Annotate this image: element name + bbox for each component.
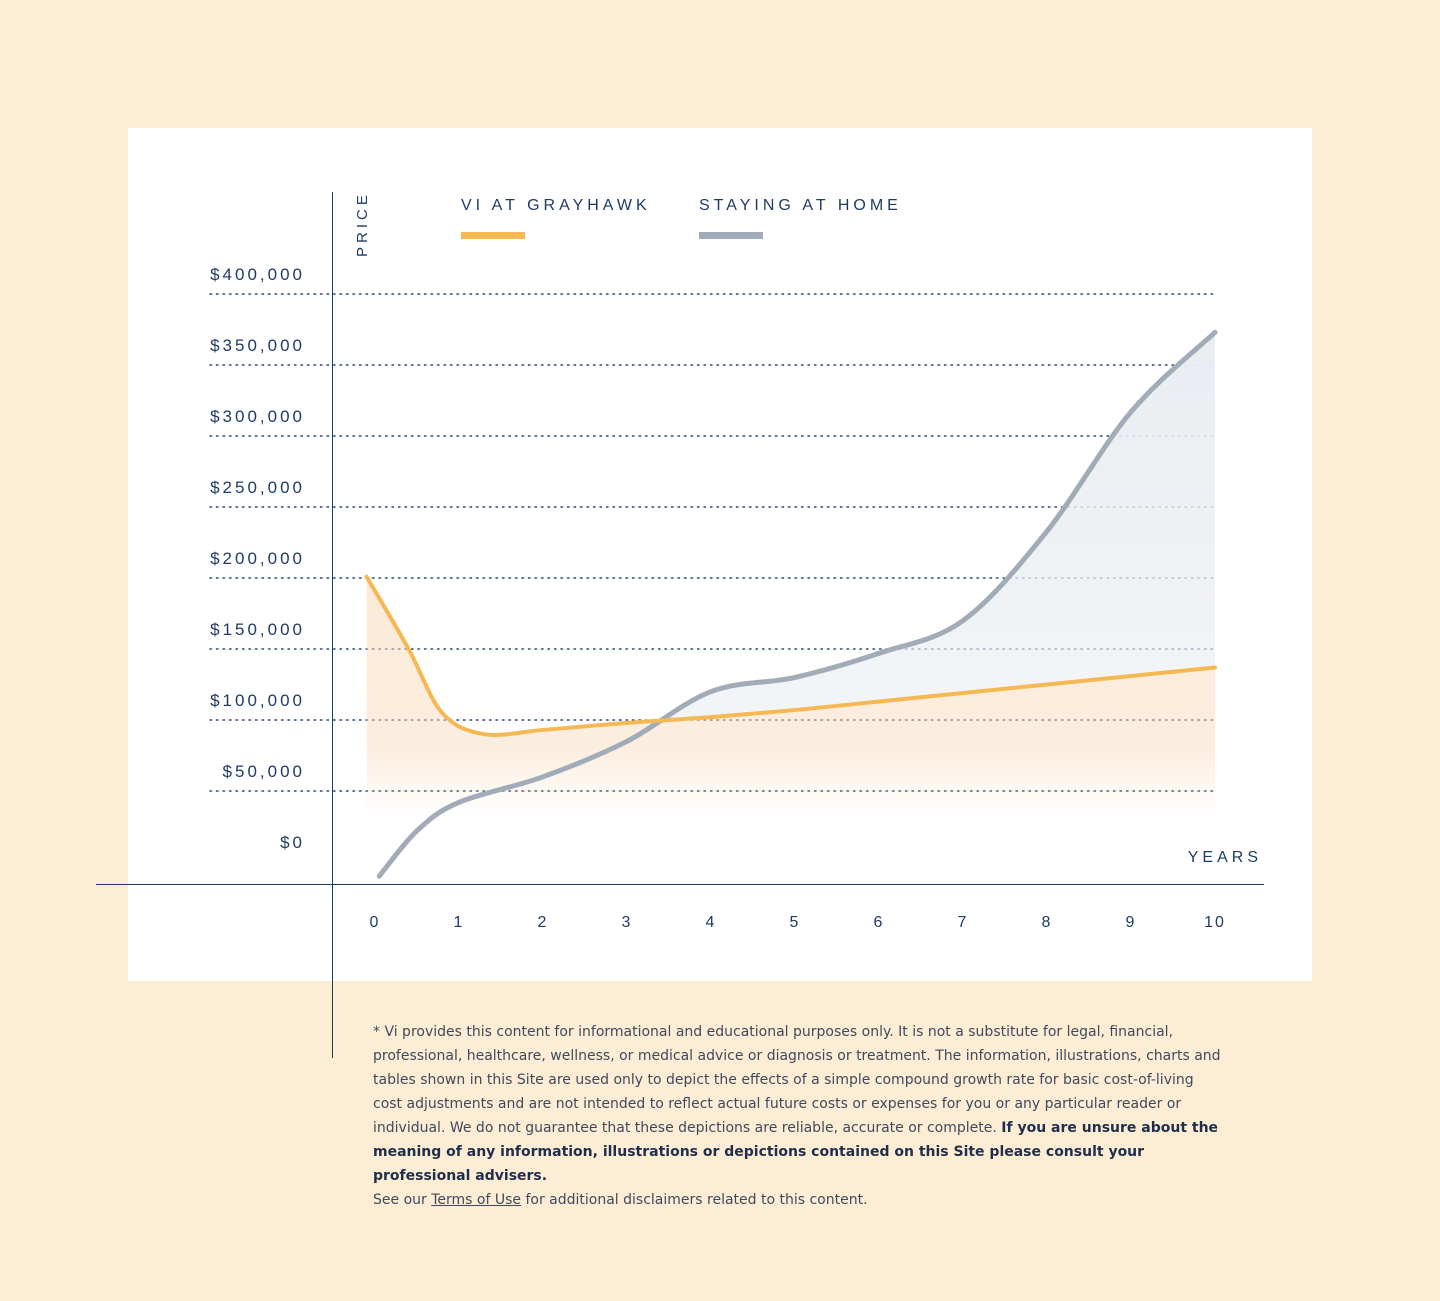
x-tick-label: 9 [1126,914,1137,931]
y-tick-label: $50,000 [223,762,305,781]
x-tick-label: 0 [370,914,381,931]
y-tick-label: $100,000 [210,691,305,710]
y-axis-title: PRICE [354,191,371,257]
x-tick-label: 7 [958,914,969,931]
y-tick-label: $150,000 [210,620,305,639]
legend-label-vi: VI AT GRAYHAWK [461,197,651,214]
y-tick-label: $400,000 [210,265,305,284]
legend-label-home: STAYING AT HOME [699,197,902,214]
disclaimer-paragraph: * Vi provides this content for informati… [373,1020,1223,1188]
x-tick-label: 10 [1204,914,1226,931]
chart-card: $400,000 $350,000 $300,000 $250,000 $200,000… [128,128,1312,981]
y-tick-label: $350,000 [210,336,305,355]
legend-swatch-vi [461,232,525,239]
legend: VI AT GRAYHAWK STAYING AT HOME [461,197,902,239]
x-tick-labels: 0 1 2 3 4 5 6 7 8 9 10 [370,914,1226,931]
terms-prefix: See our [373,1192,432,1208]
x-tick-label: 2 [538,914,549,931]
y-tick-label: $0 [280,833,305,852]
staying-at-home-area [660,332,1215,725]
legend-swatch-home [699,232,763,239]
terms-suffix: for additional disclaimers related to th… [521,1192,868,1208]
terms-of-use-link[interactable]: Terms of Use [431,1192,521,1208]
line-layer [364,329,1218,879]
x-tick-label: 4 [706,914,717,931]
x-tick-label: 1 [454,914,465,931]
price-chart: $400,000 $350,000 $300,000 $250,000 $200,000… [209,191,1262,931]
vi-at-grayhawk-area [366,576,1216,815]
y-tick-label: $250,000 [210,478,305,497]
disclaimer: * Vi provides this content for informati… [373,1020,1223,1212]
y-tick-label: $300,000 [210,407,305,426]
x-tick-label: 8 [1042,914,1053,931]
terms-line: See our Terms of Use for additional disc… [373,1188,1223,1212]
x-tick-label: 5 [790,914,801,931]
disclaimer-bold-text: If you are unsure about the meaning of a… [373,1120,1219,1184]
x-axis-title: YEARS [1188,849,1262,866]
vi-at-grayhawk-line [364,574,1217,737]
x-tick-label: 3 [622,914,633,931]
x-tick-label: 6 [874,914,885,931]
fill-layer [366,332,1216,815]
staying-at-home-line [376,329,1218,879]
y-tick-labels: $400,000 $350,000 $300,000 $250,000 $200,000… [210,265,305,852]
disclaimer-text: * Vi provides this content for informati… [373,1024,1221,1136]
y-tick-label: $200,000 [210,549,305,568]
